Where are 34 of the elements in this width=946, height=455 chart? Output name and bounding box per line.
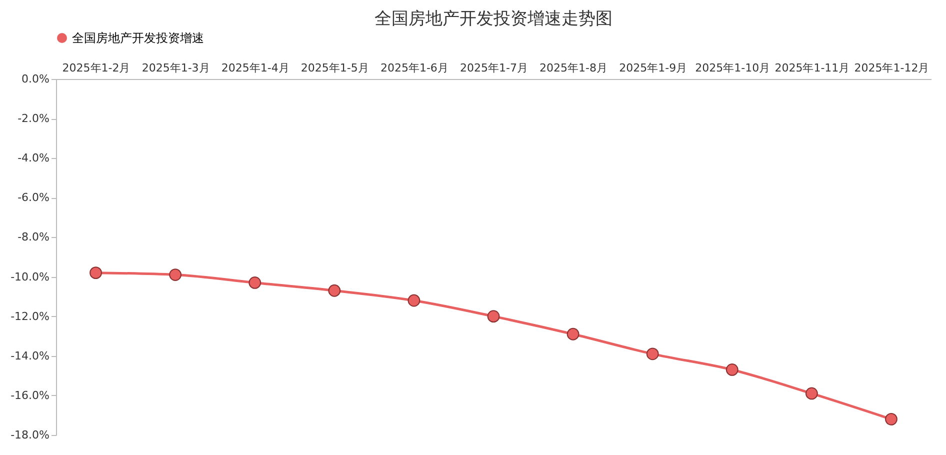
x-tick-label: 2025年1-11月 [774,62,850,74]
y-tick-label: -14.0% [10,349,50,362]
chart-title: 全国房地产开发投资增速走势图 [374,9,612,29]
point [805,387,818,400]
y-tick-label: -4.0% [18,152,50,165]
point [566,328,580,340]
x-tick-label: 2025年1-4月 [221,62,290,74]
y-tick-label: -8.0% [18,230,50,244]
point [646,348,659,360]
point [885,412,898,426]
x-tick-label: 2025年1-7月 [460,62,528,74]
point [328,284,341,297]
y-tick-label: 0.0% [22,72,50,86]
x-tick-label: 2025年1-12月 [854,62,930,74]
y-tick-label: -10.0% [10,270,50,284]
y-tick-label: -16.0% [10,388,50,402]
y-tick-label: -2.0% [18,112,50,126]
point [487,310,500,323]
point [726,364,738,376]
x-tick-label: 2025年1-10月 [695,62,770,74]
y-tick-label: -12.0% [10,310,50,323]
x-tick-label: 2025年1-5月 [300,62,369,74]
point [90,266,102,280]
point [169,268,182,281]
y-tick-label: -6.0% [18,191,50,204]
y-tick-label: -18.0% [10,428,50,442]
x-tick-label: 2025年1-8月 [540,62,608,74]
x-tick-label: 2025年1-9月 [619,62,688,74]
legend-label: 全国房地产开发投资增速 [72,31,204,45]
point [408,294,420,307]
x-tick-label: 2025年1-6月 [380,62,448,74]
x-tick-label: 2025年1-3月 [142,62,210,74]
x-tick-label: 2025年1-2月 [62,62,130,74]
point [248,276,262,289]
